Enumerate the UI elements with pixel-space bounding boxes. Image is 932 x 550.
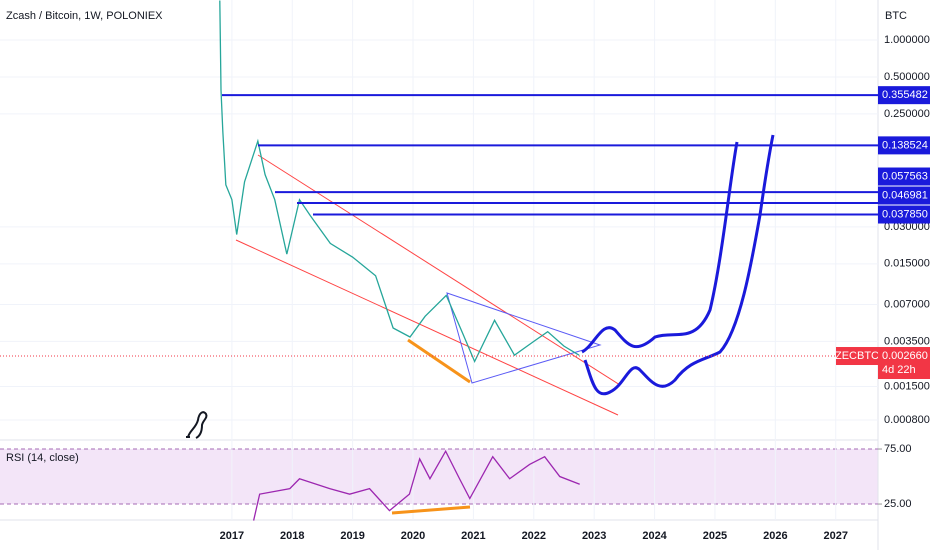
x-tick-label: 2025 [703, 530, 727, 542]
x-tick-label: 2019 [340, 530, 364, 542]
y-tick-label: 0.001500 [884, 380, 930, 392]
y-tick-label: 0.007000 [884, 298, 930, 310]
divergence-line [391, 505, 471, 515]
projection-curve [581, 141, 739, 354]
level-label: 0.046981 [882, 189, 928, 201]
divergence-line [407, 338, 471, 384]
symbol-label: ZECBTC [835, 350, 879, 362]
level-tag [878, 86, 930, 105]
y-tick-label: 0.030000 [884, 221, 930, 233]
x-tick-label: 2022 [522, 530, 546, 542]
x-tick-label: 2018 [280, 530, 304, 542]
y-tick-label: 25.00 [884, 498, 912, 510]
price-tag [878, 347, 930, 380]
level-label: 0.355482 [882, 89, 928, 101]
level-tag [878, 136, 930, 155]
y-tick-label: 1.000000 [884, 34, 930, 46]
channel-line [235, 239, 619, 416]
x-tick-label: 2023 [582, 530, 606, 542]
logo-icon [186, 411, 208, 439]
axis-unit: BTC [885, 10, 907, 22]
y-tick-label: 0.003500 [884, 335, 930, 347]
y-tick-label: 0.000800 [884, 414, 930, 426]
x-tick-label: 2027 [823, 530, 847, 542]
level-label: 0.057563 [882, 170, 928, 182]
y-tick-label: 0.500000 [884, 71, 930, 83]
y-tick-label: 75.00 [884, 443, 912, 455]
y-tick-label: 0.015000 [884, 258, 930, 270]
triangle [446, 292, 602, 384]
price-line [252, 449, 580, 521]
x-tick-label: 2020 [401, 530, 425, 542]
x-tick-label: 2021 [461, 530, 485, 542]
rsi-title: RSI (14, close) [6, 452, 79, 464]
level-tag [878, 167, 930, 186]
y-tick-label: 0.250000 [884, 108, 930, 120]
chart-title: Zcash / Bitcoin, 1W, POLONIEX [6, 10, 163, 22]
symbol-tag [836, 347, 878, 366]
channel-line [257, 154, 621, 386]
countdown-label: 4d 22h [882, 364, 916, 376]
level-label: 0.037850 [882, 208, 928, 220]
x-tick-label: 2017 [220, 530, 244, 542]
level-label: 0.138524 [882, 139, 928, 151]
rsi-band [0, 449, 878, 504]
price-line [219, 0, 580, 364]
level-tag [878, 205, 930, 224]
price-label: 0.002660 [882, 350, 928, 362]
x-tick-label: 2024 [642, 530, 667, 542]
x-tick-label: 2026 [763, 530, 787, 542]
level-tag [878, 186, 930, 205]
